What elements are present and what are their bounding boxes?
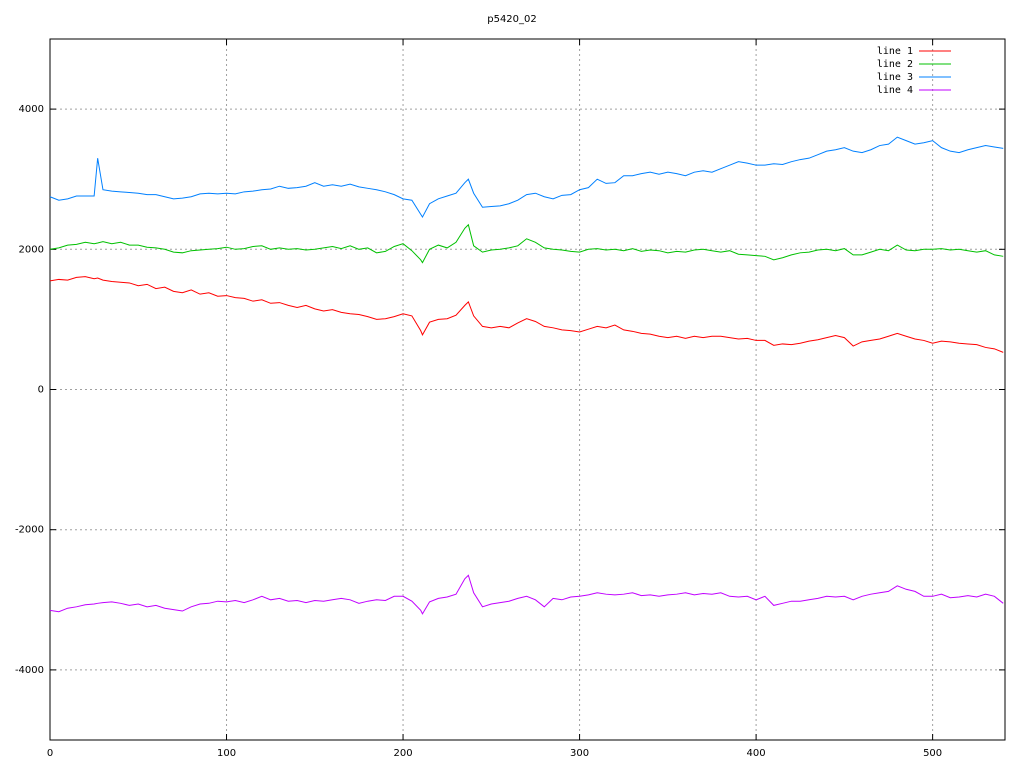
chart-title: p5420_02 bbox=[487, 14, 537, 25]
x-tick-label: 500 bbox=[923, 748, 942, 759]
data-line bbox=[49, 136, 1004, 219]
legend-label: line 2 bbox=[877, 59, 913, 70]
y-tick-label: 2000 bbox=[19, 244, 44, 255]
x-tick-label: 300 bbox=[570, 748, 589, 759]
x-tick-label: 0 bbox=[47, 748, 53, 759]
y-tick-label: -4000 bbox=[15, 665, 44, 676]
x-tick-label: 100 bbox=[217, 748, 236, 759]
y-tick-label: 0 bbox=[38, 385, 44, 396]
legend-label: line 3 bbox=[877, 72, 913, 83]
x-tick-label: 400 bbox=[747, 748, 766, 759]
legend-label: line 1 bbox=[877, 46, 913, 57]
data-line bbox=[49, 276, 1004, 353]
data-line bbox=[49, 574, 1004, 615]
x-tick-label: 200 bbox=[394, 748, 413, 759]
data-line bbox=[49, 223, 1004, 264]
legend-label: line 4 bbox=[877, 85, 913, 96]
y-tick-label: 4000 bbox=[19, 104, 44, 115]
y-tick-label: -2000 bbox=[15, 525, 44, 536]
plot-border bbox=[49, 38, 1006, 741]
